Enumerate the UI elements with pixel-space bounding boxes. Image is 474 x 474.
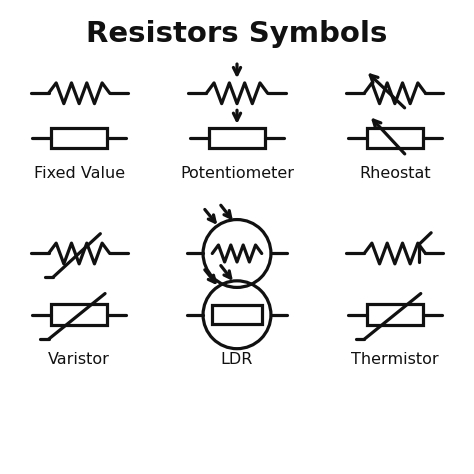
- Bar: [366, 128, 423, 148]
- Bar: [209, 128, 265, 148]
- Text: LDR: LDR: [221, 353, 253, 367]
- Text: Resistors Symbols: Resistors Symbols: [86, 20, 388, 48]
- Text: Varistor: Varistor: [48, 353, 110, 367]
- Bar: [212, 305, 262, 324]
- Text: Fixed Value: Fixed Value: [34, 166, 125, 182]
- Text: Potentiometer: Potentiometer: [180, 166, 294, 182]
- Bar: [51, 128, 108, 148]
- Text: Thermistor: Thermistor: [351, 353, 438, 367]
- Text: Rheostat: Rheostat: [359, 166, 431, 182]
- Bar: [51, 304, 108, 325]
- Bar: [366, 304, 423, 325]
